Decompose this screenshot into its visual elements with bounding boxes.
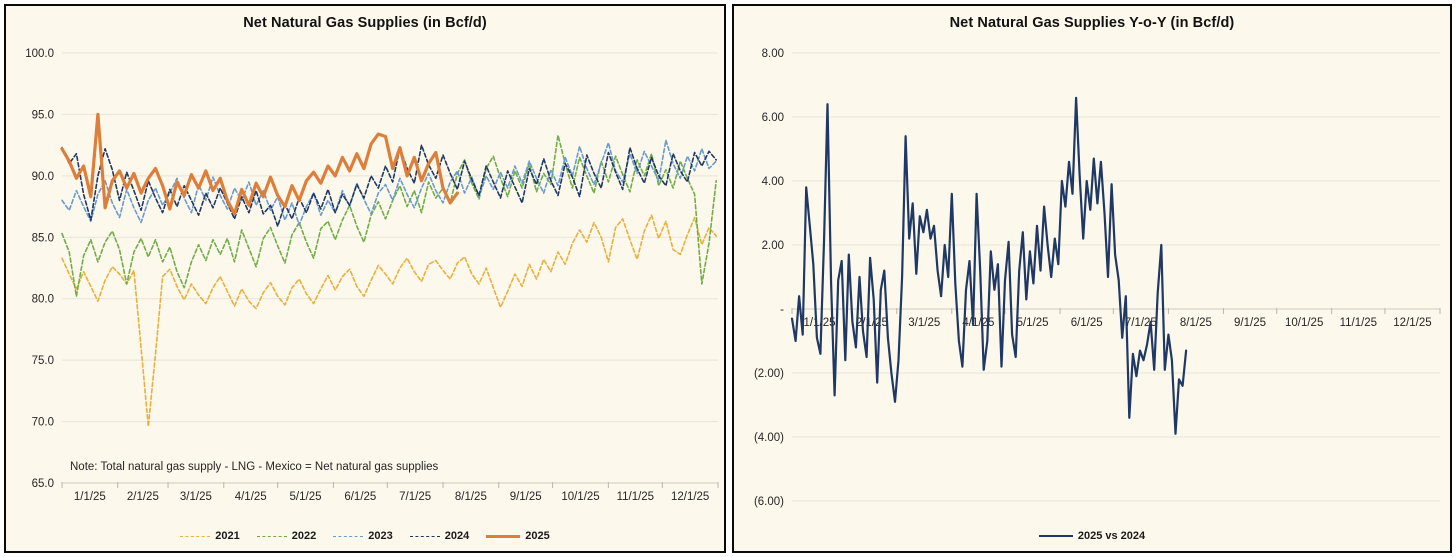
y-tick-label: 80.0 [32,294,54,306]
legend-label: 2022 [291,530,317,542]
right-chart-title: Net Natural Gas Supplies Y-o-Y (in Bcf/d… [949,15,1235,31]
x-tick-label: 3/1/25 [908,317,940,329]
x-tick-label: 3/1/25 [180,491,212,503]
y-tick-label: 75.0 [32,355,54,367]
right-chart-legend: 2025 vs 2024 [734,530,1450,542]
legend-label: 2023 [368,530,393,542]
series-2025 [60,112,459,216]
legend-item-2024: 2024 [409,530,470,542]
x-tick-label: 4/1/25 [235,491,267,503]
x-tick-label: 5/1/25 [290,491,322,503]
y-tick-label: (2.00) [754,368,784,380]
legend-item-2025: 2025 [486,530,550,542]
y-tick-label: 8.00 [762,48,784,60]
y-tick-label: 65.0 [32,478,54,490]
left-chart-note: Note: Total natural gas supply - LNG - M… [70,461,439,473]
y-tick-label: 4.00 [762,176,784,188]
y-tick-label: 100.0 [25,48,54,60]
legend-swatch [256,535,287,537]
legend-label: 2021 [215,530,240,542]
y-tick-label: 90.0 [32,171,54,183]
x-tick-label: 11/1/25 [617,491,655,503]
x-tick-label: 7/1/25 [399,491,431,503]
right-chart-plot: 8.00 6.00 4.00 2.00 - (2.00) (4.00) (6.00) 1/1/2… [754,48,1441,508]
x-tick-label: 10/1/25 [561,491,599,503]
legend-swatch [180,535,211,537]
x-tick-label: 2/1/25 [856,317,888,329]
x-tick-label: 1/1/25 [74,491,106,503]
x-tick-label: 9/1/25 [1234,317,1266,329]
x-tick-label: 12/1/25 [1393,317,1431,329]
legend-swatch [1038,535,1073,537]
legend-swatch [486,534,521,538]
x-tick-label: 10/1/25 [1285,317,1323,329]
x-tick-label: 6/1/25 [1071,317,1103,329]
series-2022 [61,134,718,298]
x-tick-label: 12/1/25 [671,491,709,503]
legend-item-2023: 2023 [333,530,393,542]
x-tick-label: 4/1/25 [962,317,994,329]
legend-label: 2025 vs 2024 [1077,530,1146,542]
x-tick-label: 11/1/25 [1340,317,1378,329]
x-tick-label: 1/1/25 [804,317,836,329]
right-chart-panel: Net Natural Gas Supplies Y-o-Y (in Bcf/d… [732,4,1452,553]
x-tick-label: 8/1/25 [1180,317,1212,329]
y-tick-label: (6.00) [754,496,784,508]
y-tick-label: 6.00 [762,112,784,124]
left-chart-plot: 100.0 95.0 90.0 85.0 80.0 75.0 70.0 65.0 1/1/25 2… [25,48,719,503]
x-tick-label: 6/1/25 [344,491,376,503]
series-2025-vs-2024 [790,96,1188,435]
y-tick-label: (4.00) [754,432,784,444]
legend-label: 2025 [525,530,550,542]
legend-item-2021: 2021 [180,530,240,542]
left-chart-title: Net Natural Gas Supplies (in Bcf/d) [243,15,487,31]
legend-item-2025-vs-2024: 2025 vs 2024 [1038,530,1146,542]
y-tick-label: - [780,304,784,316]
x-tick-label: 9/1/25 [510,491,542,503]
x-tick-label: 8/1/25 [455,491,487,503]
left-chart-legend: 2021 2022 2023 2024 2025 [6,530,724,542]
y-tick-label: 85.0 [32,232,54,244]
series-2024 [61,144,718,227]
y-tick-label: 95.0 [32,109,54,121]
legend-swatch [409,535,440,537]
left-chart-panel: Net Natural Gas Supplies (in Bcf/d) 100.… [4,4,726,553]
x-tick-label: 5/1/25 [1017,317,1049,329]
series-2021 [61,214,718,428]
legend-swatch [333,535,364,537]
y-tick-label: 70.0 [32,417,54,429]
legend-item-2022: 2022 [256,530,317,542]
x-tick-label: 2/1/25 [127,491,159,503]
y-tick-label: 2.00 [762,240,784,252]
legend-label: 2024 [444,530,470,542]
